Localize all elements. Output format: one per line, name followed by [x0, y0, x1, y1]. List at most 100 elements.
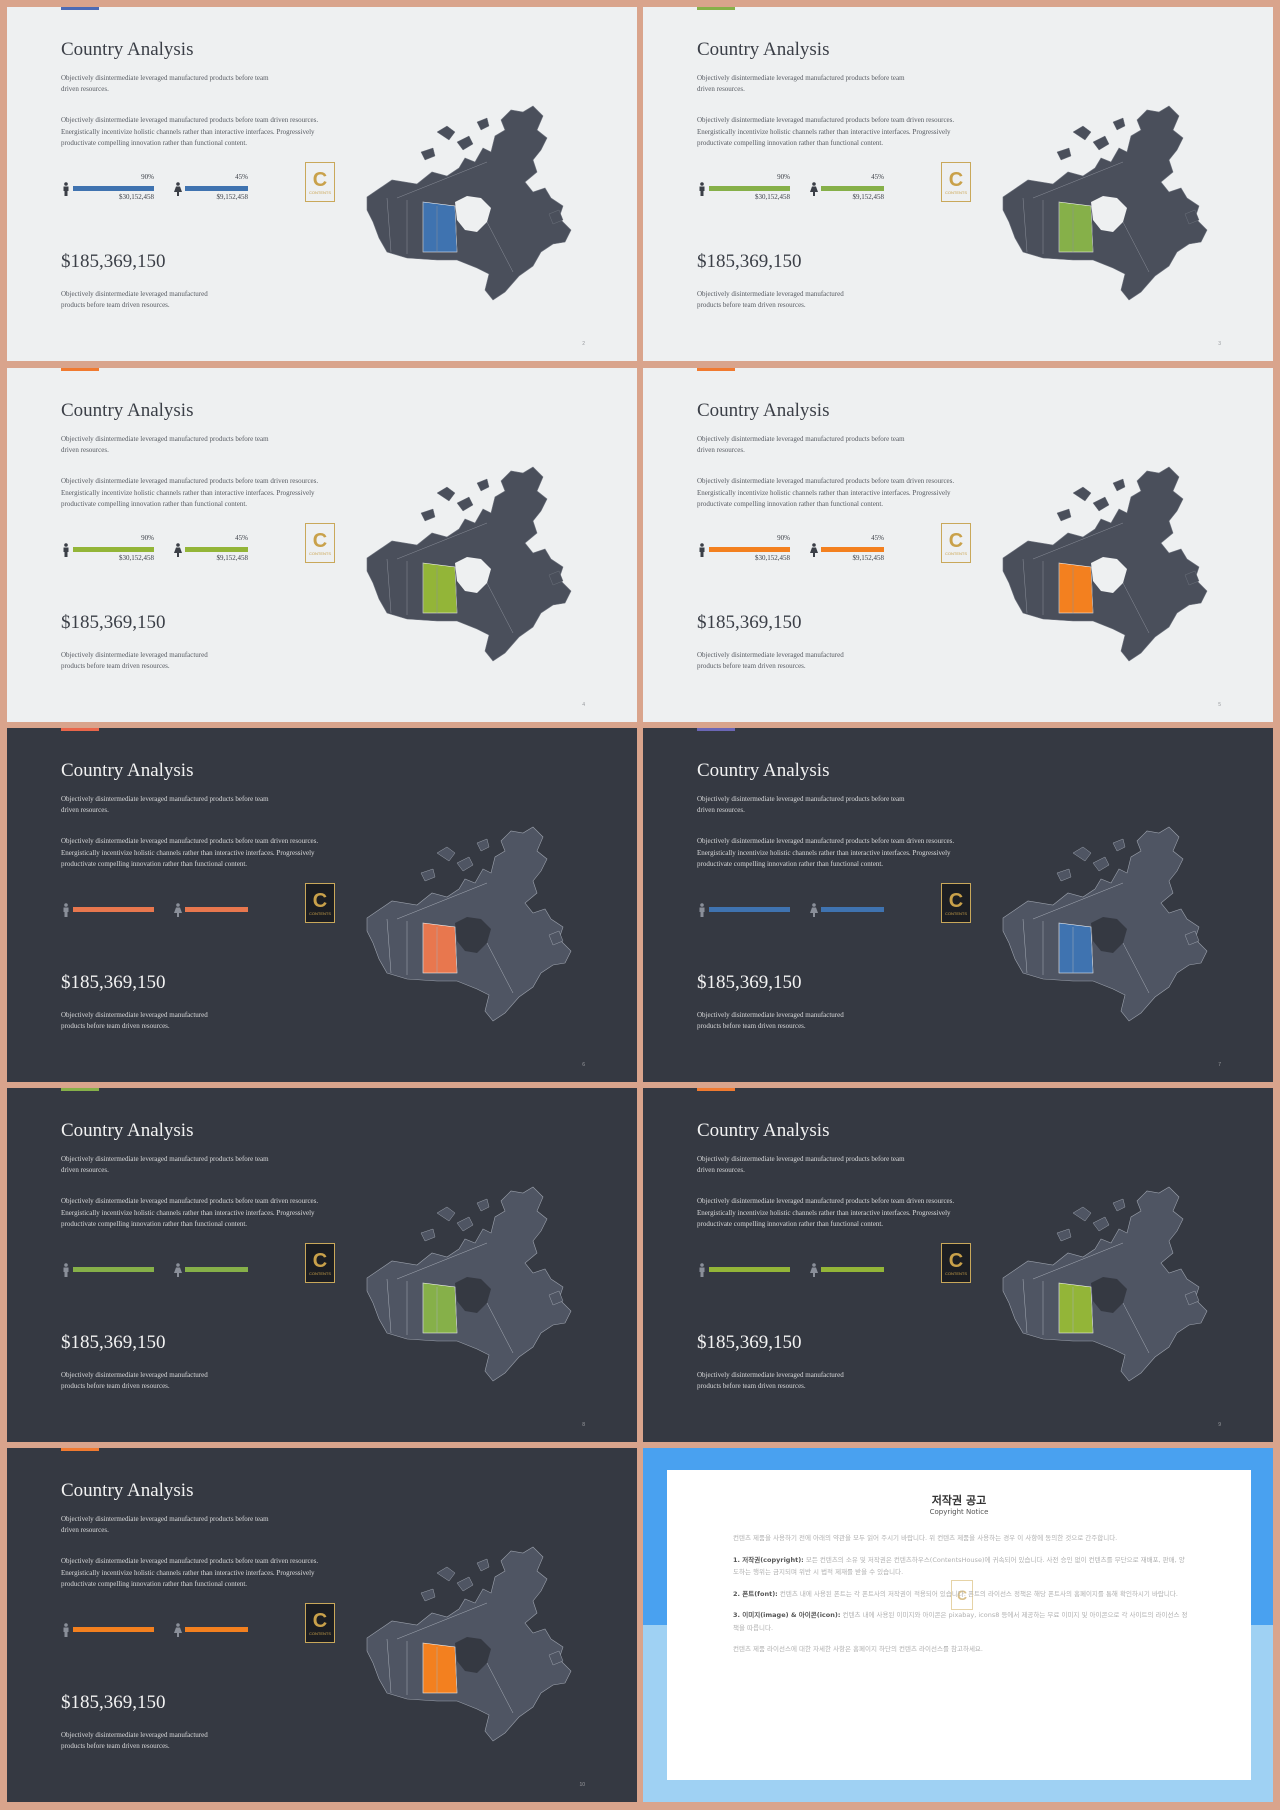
island: [1112, 117, 1126, 131]
island: [1056, 508, 1072, 522]
slide: Country Analysis Objectively disintermedi…: [7, 728, 637, 1082]
stat-amount: $9,152,458: [216, 554, 249, 562]
progress-bar: [821, 1267, 884, 1272]
province-border: [1022, 918, 1028, 974]
female-person-icon: [809, 181, 819, 196]
slide: Country Analysis Objectively disintermedi…: [7, 1448, 637, 1802]
slide-footer-text: Objectively disintermediate leveraged ma…: [61, 290, 208, 309]
hudson-bay: [455, 1637, 491, 1673]
province-border: [396, 161, 488, 199]
slide: Country Analysis Objectively disintermedi…: [7, 1088, 637, 1442]
island: [436, 1566, 456, 1582]
page-number: 6: [582, 1062, 585, 1068]
hudson-bay: [1091, 1277, 1127, 1313]
province-border: [1032, 1242, 1124, 1280]
logo-text: CONTENTS: [945, 550, 967, 556]
page-number: 3: [1218, 341, 1221, 347]
logo-text: CONTENTS: [309, 1270, 331, 1276]
contents-logo: C CONTENTS: [941, 523, 971, 563]
female-stat: [173, 894, 248, 924]
hudson-bay: [1091, 917, 1127, 953]
canada-map: [337, 1543, 577, 1753]
slide-title: Country Analysis: [697, 39, 830, 60]
male-person-icon: [697, 542, 707, 557]
island: [1184, 930, 1200, 946]
slide-subtitle: Objectively disintermediate leveraged ma…: [697, 435, 905, 454]
hudson-bay: [455, 1277, 491, 1313]
progress-bar: [73, 186, 154, 191]
island: [456, 135, 474, 151]
copyright-item: 3. 이미지(image) & 아이콘(icon): 컨텐츠 내에 사용된 이미…: [733, 1609, 1188, 1634]
female-stat: 45% $9,152,458: [173, 534, 248, 564]
island: [1072, 1206, 1092, 1222]
female-person-icon: [173, 1262, 183, 1277]
accent-bar: [61, 1448, 99, 1451]
province-border: [396, 522, 488, 560]
female-person-icon: [173, 1622, 183, 1637]
male-stat: [61, 1614, 154, 1644]
logo-letter: C: [948, 168, 964, 191]
logo-text: CONTENTS: [309, 550, 331, 556]
accent-bar: [61, 7, 99, 10]
logo-text: CONTENTS: [945, 189, 967, 195]
slide-footer-text: Objectively disintermediate leveraged ma…: [697, 1371, 844, 1390]
male-stat: [61, 894, 154, 924]
accent-bar: [697, 728, 735, 731]
island: [1072, 125, 1092, 141]
province-border: [1122, 582, 1150, 634]
slide-body: Objectively disintermediate leveraged ma…: [61, 837, 319, 868]
female-person-icon: [809, 542, 819, 557]
logo-text: CONTENTS: [945, 910, 967, 916]
island: [1056, 147, 1072, 161]
slide-body: Objectively disintermediate leveraged ma…: [697, 837, 955, 868]
slide: Country Analysis Objectively disintermedi…: [7, 368, 637, 722]
island: [1092, 856, 1110, 872]
progress-bar: [73, 547, 154, 552]
island: [548, 209, 564, 225]
progress-bar: [73, 1267, 154, 1272]
copyright-subtitle: Copyright Notice: [929, 1508, 989, 1516]
highlighted-province: [422, 562, 458, 614]
slide-title: Country Analysis: [61, 39, 194, 60]
accent-bar: [61, 1088, 99, 1091]
female-person-icon: [173, 902, 183, 917]
highlighted-province: [1058, 562, 1094, 614]
island: [1184, 209, 1200, 225]
progress-bar: [185, 1627, 248, 1632]
male-stat: [61, 1254, 154, 1284]
island: [420, 1588, 436, 1602]
copyright-item-label: 3. 이미지(image) & 아이콘(icon):: [733, 1611, 841, 1619]
stat-percent: 45%: [871, 534, 884, 542]
progress-bar: [821, 186, 884, 191]
logo-letter: C: [312, 168, 328, 191]
canada-map: [973, 463, 1213, 673]
female-person-icon: [809, 902, 819, 917]
slide: Country Analysis Objectively disintermedi…: [643, 7, 1273, 361]
logo-letter: C: [948, 1249, 964, 1272]
total-amount: $185,369,150: [61, 1332, 166, 1353]
progress-bar: [73, 907, 154, 912]
province-border: [1022, 558, 1028, 614]
island: [476, 1198, 490, 1212]
province-border: [486, 582, 514, 634]
province-border: [486, 942, 514, 994]
island: [1056, 1228, 1072, 1242]
logo-text: CONTENTS: [309, 910, 331, 916]
male-person-icon: [61, 542, 71, 557]
logo-letter: C: [312, 1249, 328, 1272]
province-border: [386, 558, 392, 614]
province-border: [1122, 221, 1150, 273]
highlighted-province: [422, 201, 458, 253]
male-stat: 90% $30,152,458: [61, 534, 154, 564]
copyright-title: 저작권 공고: [931, 1494, 987, 1507]
island: [548, 930, 564, 946]
highlighted-province: [1058, 1282, 1094, 1334]
female-stat: [173, 1614, 248, 1644]
island: [1092, 135, 1110, 151]
province-border: [486, 221, 514, 273]
stat-percent: 45%: [235, 534, 248, 542]
page-number: 4: [582, 702, 585, 708]
stat-percent: 45%: [871, 173, 884, 181]
stat-amount: $9,152,458: [852, 554, 885, 562]
island: [1072, 846, 1092, 862]
